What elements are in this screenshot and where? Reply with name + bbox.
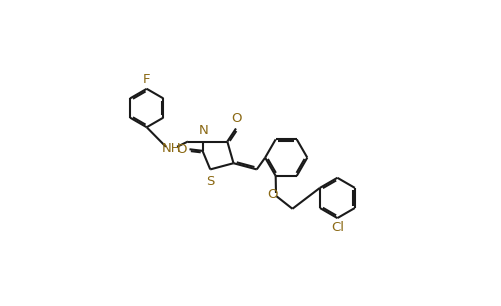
Text: O: O	[267, 188, 278, 201]
Text: Cl: Cl	[331, 221, 344, 234]
Text: O: O	[176, 143, 186, 156]
Text: O: O	[231, 112, 242, 125]
Text: N: N	[199, 124, 208, 137]
Text: F: F	[143, 73, 150, 86]
Text: S: S	[206, 175, 214, 188]
Text: NH: NH	[162, 143, 181, 155]
